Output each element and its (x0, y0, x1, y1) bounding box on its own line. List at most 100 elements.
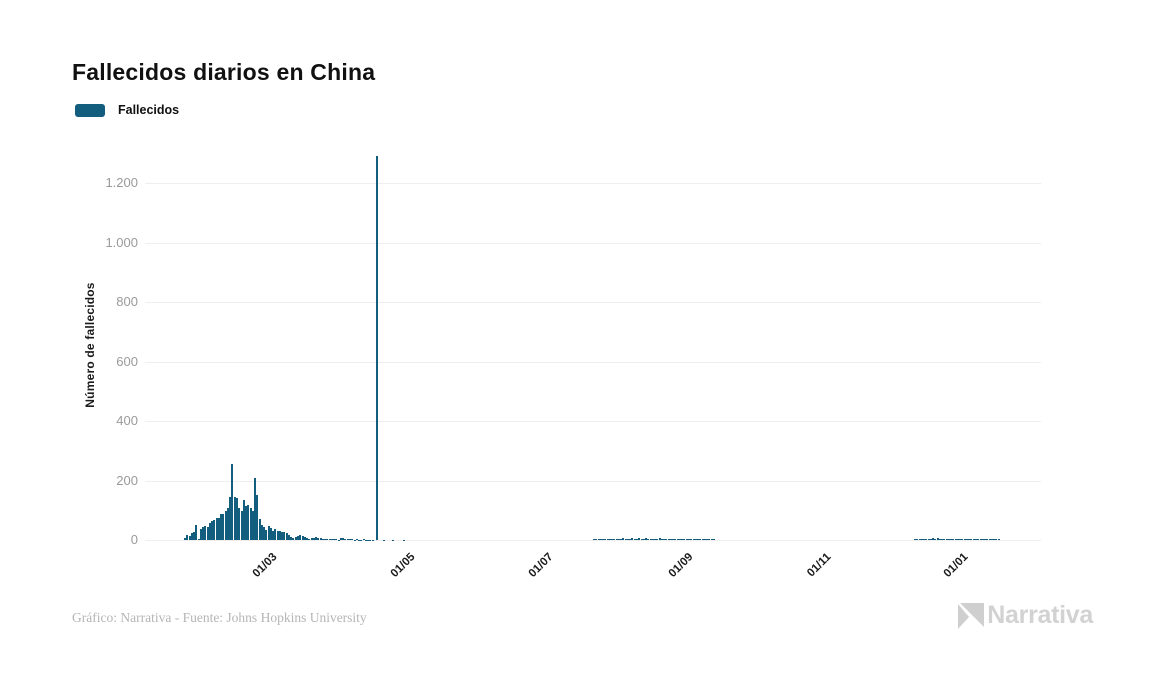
bar[interactable] (353, 539, 356, 540)
bar[interactable] (208, 522, 211, 540)
bar[interactable] (988, 538, 991, 540)
bar[interactable] (204, 526, 207, 540)
bar[interactable] (984, 539, 987, 540)
bar[interactable] (681, 539, 684, 540)
bar[interactable] (710, 538, 713, 540)
bar[interactable] (929, 539, 932, 540)
bar[interactable] (913, 539, 916, 540)
bar[interactable] (310, 537, 313, 540)
bar[interactable] (708, 539, 711, 540)
bar[interactable] (254, 477, 257, 540)
bar[interactable] (972, 538, 975, 540)
bar[interactable] (233, 497, 236, 540)
bar[interactable] (936, 537, 939, 540)
bar[interactable] (938, 538, 941, 540)
bar[interactable] (251, 511, 254, 540)
bar[interactable] (961, 539, 964, 540)
bar[interactable] (943, 538, 946, 540)
bar[interactable] (315, 537, 318, 540)
bar[interactable] (337, 539, 340, 540)
bar[interactable] (706, 539, 709, 540)
bar[interactable] (617, 538, 620, 540)
bar[interactable] (923, 539, 926, 540)
bar[interactable] (235, 497, 238, 540)
bar[interactable] (965, 539, 968, 540)
bar[interactable] (959, 539, 962, 540)
bar[interactable] (344, 538, 347, 540)
bar[interactable] (703, 538, 706, 540)
bar[interactable] (956, 538, 959, 540)
bar[interactable] (997, 539, 1000, 540)
bar[interactable] (211, 520, 214, 540)
bar[interactable] (968, 538, 971, 540)
bar[interactable] (665, 538, 668, 540)
legend-item-fallecidos[interactable]: Fallecidos (75, 103, 179, 117)
bar[interactable] (190, 532, 193, 540)
bar[interactable] (265, 529, 268, 540)
bar[interactable] (932, 538, 935, 540)
bar[interactable] (382, 539, 385, 540)
bar[interactable] (290, 536, 293, 540)
bar[interactable] (367, 539, 370, 540)
bar[interactable] (287, 534, 290, 540)
bar[interactable] (952, 538, 955, 540)
bar[interactable] (202, 527, 205, 540)
bar[interactable] (229, 496, 232, 540)
bar[interactable] (317, 537, 320, 540)
bar[interactable] (647, 538, 650, 540)
bar[interactable] (654, 538, 657, 540)
bar[interactable] (306, 537, 309, 540)
bar[interactable] (694, 539, 697, 540)
bar[interactable] (328, 539, 331, 540)
bar[interactable] (626, 539, 629, 540)
bar[interactable] (199, 528, 202, 540)
bar[interactable] (249, 507, 252, 540)
bar[interactable] (267, 526, 270, 540)
bar[interactable] (977, 539, 980, 540)
bar[interactable] (599, 538, 602, 540)
bar[interactable] (636, 539, 638, 540)
bar[interactable] (188, 535, 191, 540)
bar[interactable] (620, 539, 623, 540)
bar[interactable] (403, 539, 406, 540)
bar[interactable] (376, 156, 379, 540)
bar[interactable] (656, 538, 659, 540)
bar[interactable] (660, 538, 663, 540)
bar[interactable] (224, 511, 227, 540)
bar[interactable] (220, 514, 223, 540)
bar[interactable] (308, 539, 311, 540)
bar[interactable] (990, 539, 993, 540)
bar[interactable] (920, 538, 923, 540)
bar[interactable] (608, 538, 611, 540)
bar[interactable] (351, 539, 354, 540)
bar[interactable] (269, 527, 272, 540)
bar[interactable] (303, 536, 306, 540)
bar[interactable] (690, 538, 693, 540)
bar[interactable] (663, 539, 666, 540)
bar[interactable] (934, 538, 937, 540)
bar[interactable] (330, 539, 333, 540)
bar[interactable] (970, 539, 973, 540)
bar[interactable] (274, 528, 277, 540)
bar[interactable] (651, 539, 654, 540)
bar[interactable] (321, 538, 324, 540)
bar[interactable] (371, 539, 374, 540)
bar[interactable] (258, 518, 261, 540)
bar[interactable] (995, 539, 998, 540)
bar[interactable] (979, 538, 982, 540)
bar[interactable] (945, 538, 948, 540)
bar[interactable] (299, 535, 302, 540)
bar[interactable] (672, 538, 675, 540)
bar[interactable] (687, 539, 690, 540)
bar[interactable] (285, 533, 288, 540)
bar[interactable] (319, 538, 322, 540)
bar[interactable] (950, 538, 953, 540)
bar[interactable] (613, 539, 616, 540)
bar[interactable] (941, 539, 944, 540)
bar[interactable] (193, 532, 196, 540)
bar[interactable] (667, 538, 670, 540)
bar[interactable] (685, 538, 688, 540)
bar[interactable] (981, 539, 984, 540)
bar[interactable] (301, 535, 304, 540)
bar[interactable] (633, 538, 636, 540)
